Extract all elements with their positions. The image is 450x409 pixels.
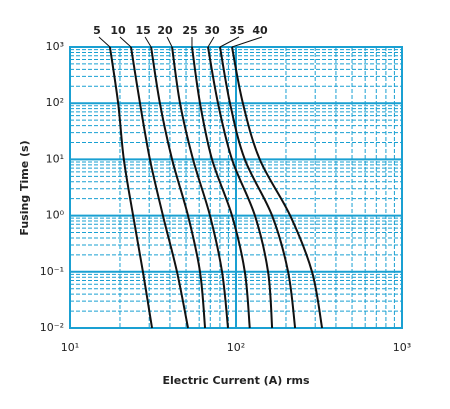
- curve-label: 20: [157, 24, 173, 37]
- curve-label: 40: [252, 24, 268, 37]
- label-leader: [166, 36, 173, 48]
- fuse-curve: [231, 46, 324, 329]
- x-tick-label: 10²: [227, 341, 245, 354]
- x-tick-label: 10¹: [61, 341, 79, 354]
- label-leader: [207, 36, 215, 48]
- y-tick-label: 10¹: [46, 152, 64, 165]
- y-tick-label: 10³: [46, 40, 64, 53]
- curve-label: 30: [204, 24, 220, 37]
- y-tick-label: 10²: [46, 96, 64, 109]
- fuse-curve: [129, 46, 190, 329]
- curve-label: 5: [93, 24, 101, 37]
- curve-label: 25: [182, 24, 197, 37]
- y-axis-title: Fusing Time (s): [18, 140, 31, 235]
- fuse-curve: [150, 46, 207, 329]
- fuse-curve: [190, 46, 251, 329]
- curve-label: 15: [135, 24, 150, 37]
- y-tick-label: 10⁻¹: [40, 265, 64, 278]
- y-tick-label: 10⁻²: [40, 321, 64, 334]
- x-axis-title: Electric Current (A) rms: [162, 374, 309, 387]
- fuse-curve: [171, 46, 229, 329]
- label-leader: [144, 36, 152, 48]
- label-leader: [98, 36, 111, 48]
- y-tick-label: 10⁰: [46, 209, 65, 222]
- curve-label: 35: [229, 24, 244, 37]
- label-leader: [219, 36, 240, 48]
- fuse-curve: [108, 46, 154, 329]
- label-leader: [119, 36, 132, 48]
- label-leader: [231, 36, 263, 48]
- curve-label: 10: [110, 24, 126, 37]
- plot-frame: [69, 46, 403, 329]
- fuse-curve: [206, 46, 274, 329]
- x-tick-label: 10³: [393, 341, 411, 354]
- fuse-curve: [219, 46, 297, 329]
